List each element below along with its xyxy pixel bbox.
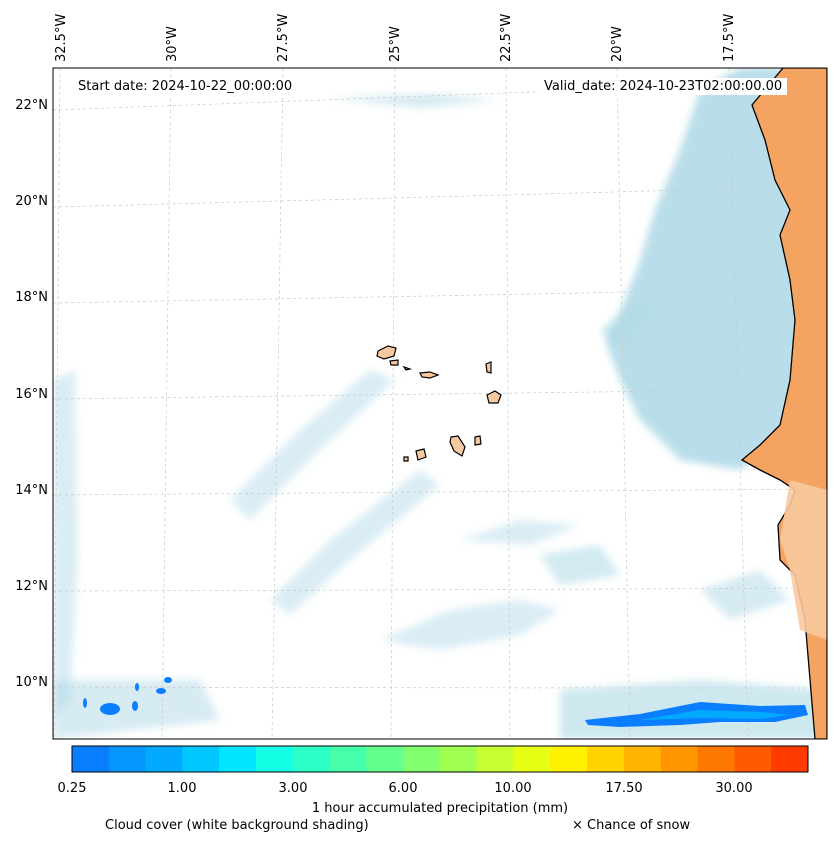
colorbar-swatch xyxy=(624,746,662,772)
island-sal xyxy=(485,361,492,374)
precip-spot-3 xyxy=(135,683,139,691)
lat-label-10n: 10°N xyxy=(15,675,48,690)
colorbar-swatch xyxy=(734,746,772,772)
colorbar-swatch xyxy=(660,746,699,772)
colorbar-swatch xyxy=(292,746,331,772)
colorbar-tick-4: 10.00 xyxy=(494,781,532,796)
precip-band-south-core xyxy=(640,710,790,720)
colorbar-swatch xyxy=(219,746,257,772)
cloud-top-streak xyxy=(330,94,500,108)
precip-spot-6 xyxy=(83,698,87,708)
colorbar xyxy=(72,746,809,772)
lat-label-20n: 20°N xyxy=(15,194,48,209)
colorbar-swatch xyxy=(403,746,441,772)
colorbar-swatch xyxy=(182,746,220,772)
start-date-label: Start date: 2024-10-22_00:00:00 xyxy=(73,78,298,95)
coast-light-shading xyxy=(780,480,827,640)
cloud-east-patch xyxy=(540,545,620,585)
map-border xyxy=(52,67,828,740)
lat-label-14n: 14°N xyxy=(15,483,48,498)
precip-spot-1 xyxy=(100,703,120,715)
colorbar-swatch xyxy=(697,746,735,772)
island-sao-vicente xyxy=(389,359,399,366)
colorbar-swatch xyxy=(145,746,183,772)
cloud-cover-note: Cloud cover (white background shading) xyxy=(105,818,369,833)
colorbar-swatch xyxy=(256,746,294,772)
island-maio xyxy=(474,435,482,446)
cloud-streak-1 xyxy=(600,300,655,350)
island-fogo xyxy=(415,448,427,461)
colorbar-tick-3: 6.00 xyxy=(388,781,418,796)
precip-spot-4 xyxy=(156,688,166,694)
colorbar-tick-5: 17.50 xyxy=(605,781,643,796)
island-boa-vista xyxy=(486,390,502,404)
cloud-diagonal-band-1 xyxy=(230,370,395,520)
graticule xyxy=(53,68,827,739)
colorbar-swatch xyxy=(513,746,551,772)
colorbar-swatch xyxy=(550,746,588,772)
lat-label-12n: 12°N xyxy=(15,579,48,594)
colorbar-swatch xyxy=(771,746,809,772)
colorbar-label: 1 hour accumulated precipitation (mm) xyxy=(311,801,569,816)
colorbar-tick-0: 0.25 xyxy=(57,781,87,796)
precip-spot-5 xyxy=(164,677,172,683)
valid-date-label: Valid_date: 2024-10-23T02:00:00.00 xyxy=(539,78,788,95)
cape-verde-islands xyxy=(376,345,502,462)
colorbar-tick-6: 30.00 xyxy=(715,781,753,796)
colorbar-swatch xyxy=(329,746,367,772)
cloud-band-south xyxy=(380,600,560,650)
colorbar-swatch xyxy=(476,746,515,772)
precipitation-layer xyxy=(83,677,808,727)
island-brava xyxy=(403,456,409,462)
precip-spot-2 xyxy=(132,701,138,711)
colorbar-swatch xyxy=(72,746,110,772)
island-santa-luzia xyxy=(402,365,413,371)
cloud-west-edge xyxy=(53,370,78,720)
cloud-east-patch-2 xyxy=(700,570,790,620)
cloud-diagonal-band-2 xyxy=(270,470,440,615)
colorbar-tick-1: 1.00 xyxy=(167,781,197,796)
island-santo-antao xyxy=(376,345,397,360)
lat-label-22n: 22°N xyxy=(15,98,48,113)
colorbar-swatch xyxy=(587,746,625,772)
colorbar-swatch xyxy=(108,746,147,772)
cloud-mid-streak xyxy=(460,520,580,545)
colorbar-swatch xyxy=(440,746,478,772)
lat-label-16n: 16°N xyxy=(15,387,48,402)
lat-label-18n: 18°N xyxy=(15,290,48,305)
snow-note: × Chance of snow xyxy=(572,818,691,833)
colorbar-tick-2: 3.00 xyxy=(278,781,308,796)
colorbar-swatch xyxy=(366,746,404,772)
island-sao-nicolau xyxy=(419,371,440,379)
colorbar-border xyxy=(71,745,809,773)
island-santiago xyxy=(449,435,466,457)
